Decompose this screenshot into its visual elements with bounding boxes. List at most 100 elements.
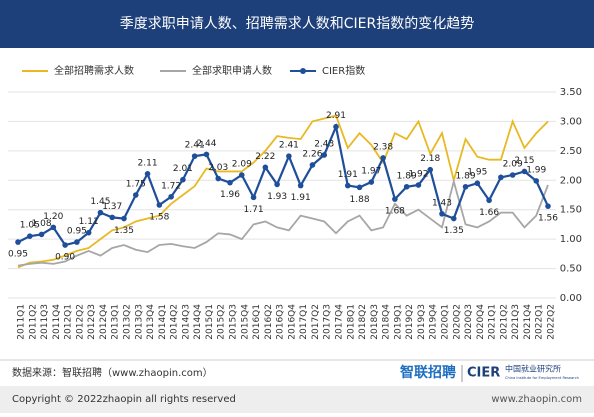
x-tick-label: 2016Q1 [252,304,262,340]
x-tick-label: 2014Q1 [158,304,168,340]
data-label: 2.43 [314,139,334,149]
x-tick-label: 2013Q1 [111,304,121,340]
legend-marker [300,68,306,74]
point [85,229,92,236]
x-tick-label: 2017Q1 [299,304,309,340]
x-tick-label: 2012Q2 [75,304,85,340]
data-label: 2.91 [326,111,346,121]
data-label: 1.58 [149,213,169,223]
point [168,193,174,200]
x-tick-label: 2011Q1 [17,304,27,340]
x-tick-label: 2019Q3 [417,304,427,340]
point [321,152,328,158]
data-label: 2.03 [208,163,228,173]
data-label: 0.95 [8,250,28,260]
data-label: 1.68 [385,207,405,217]
point [344,182,351,189]
x-tick-label: 2014Q3 [181,304,191,340]
data-label: 2.09 [232,159,252,169]
point [509,172,516,178]
x-tick-label: 2013Q3 [134,304,144,340]
point [203,151,210,158]
x-tick-label: 2016Q3 [276,304,286,340]
x-tick-label: 2015Q1 [205,304,215,340]
point [132,192,139,198]
x-tick-label: 2017Q4 [335,304,345,340]
data-label: 2.41 [185,141,205,151]
title-bar [0,0,594,48]
data-label: 1.99 [526,165,546,175]
x-tick-label: 2018Q2 [358,304,368,340]
point [521,168,528,175]
x-tick-label: 2021Q2 [499,304,509,340]
point [297,182,304,189]
point [238,172,245,178]
x-tick-label: 2021Q3 [511,304,521,340]
data-label: 1.92 [408,169,428,179]
y-tick-label: 0.00 [560,293,582,304]
data-label: 1.66 [479,208,499,218]
x-tick-label: 2020Q3 [464,304,474,340]
data-label: 1.96 [220,190,240,200]
x-tick-label: 2019Q4 [429,304,439,340]
x-tick-label: 2019Q1 [393,304,403,340]
data-label: 1.05 [20,221,40,231]
y-tick-label: 1.50 [560,205,582,216]
point [333,123,339,130]
point [227,179,233,186]
x-tick-label: 2013Q4 [146,304,156,340]
point [415,182,422,188]
data-label: 0.90 [55,253,75,263]
data-label: 1.72 [161,181,181,191]
data-label: 1.56 [538,214,558,224]
y-tick-label: 2.50 [560,146,582,157]
data-label: 2.11 [138,158,158,168]
y-tick-label: 2.00 [560,175,582,186]
point [545,203,551,209]
point [274,181,280,188]
x-tick-label: 2021Q4 [523,304,533,340]
chart-title: 季度求职申请人数、招聘需求人数和CIER指数的变化趋势 [120,16,474,32]
x-tick-label: 2012Q3 [87,304,97,340]
point [486,197,492,204]
point [38,231,45,238]
data-label: 1.43 [432,198,452,208]
x-tick-label: 2011Q3 [40,304,50,340]
point [156,202,163,208]
point [427,166,434,173]
data-label: 1.88 [350,195,370,205]
data-label: 2.18 [420,154,440,164]
point [97,209,104,216]
x-tick-label: 2018Q1 [346,304,356,340]
point [450,215,457,222]
data-label: 1.35 [114,226,134,236]
x-tick-label: 2020Q1 [441,304,451,340]
point [439,211,445,217]
point [498,174,504,181]
data-label: 1.89 [456,171,476,181]
point [262,164,269,171]
logo-zhaopin: 智联招聘 [399,364,456,381]
x-tick-label: 2014Q4 [193,304,203,340]
x-tick-label: 2012Q1 [64,304,74,340]
legend-label: CIER指数 [322,64,365,77]
legend-label: 全部招聘需求人数 [54,64,134,77]
data-label: 1.91 [291,193,311,203]
point [474,180,481,187]
x-tick-label: 2020Q2 [452,304,462,340]
data-label: 1.97 [361,167,381,177]
data-label: 2.38 [373,142,393,152]
point [250,194,257,201]
y-tick-label: 0.50 [560,264,582,275]
x-tick-label: 2012Q4 [99,304,109,340]
point [215,175,222,182]
data-label: 1.37 [102,202,122,212]
point [392,196,398,202]
y-tick-label: 1.00 [560,234,582,245]
data-label: 0.95 [67,227,87,237]
data-label: 1.20 [43,212,63,222]
y-tick-label: 3.00 [560,116,582,127]
point [403,183,410,190]
logo-cier-en: China Institute for Employment Research [505,376,579,380]
point [180,176,186,183]
